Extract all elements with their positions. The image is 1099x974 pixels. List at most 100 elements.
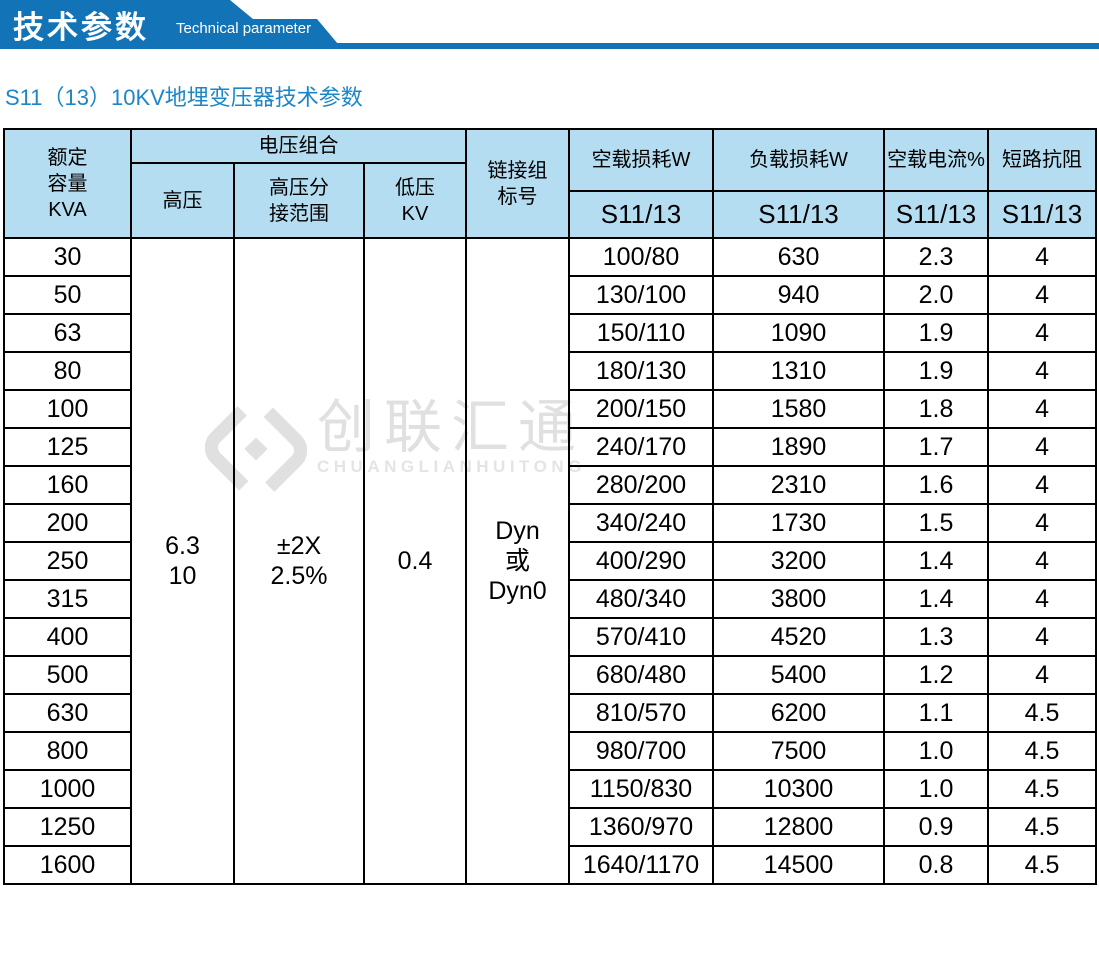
cell-kva: 630: [3, 693, 132, 733]
cell-noload-loss: 480/340: [568, 579, 715, 619]
cell-noload-current: 1.9: [883, 313, 990, 353]
cell-noload-current: 1.2: [883, 655, 990, 695]
cell-noload-current: 1.0: [883, 769, 990, 809]
cell-noload-loss: 180/130: [568, 351, 715, 391]
cell-kva: 160: [3, 465, 132, 505]
merged-vector-group: Dyn 或 Dyn0: [465, 237, 571, 885]
cell-load-loss: 630: [712, 237, 886, 277]
cell-noload-current: 1.0: [883, 731, 990, 771]
merged-hv: 6.3 10: [130, 237, 235, 885]
table-row: 160 280/200 2310 1.6 4: [3, 465, 1098, 505]
table-row: 63 150/110 1090 1.9 4: [3, 313, 1098, 353]
cell-kva: 80: [3, 351, 132, 391]
cell-noload-current: 1.9: [883, 351, 990, 391]
cell-noload-current: 2.0: [883, 275, 990, 315]
header-noload-current: 空载电流%: [883, 128, 990, 192]
table-body: 30 6.3 10 ±2X 2.5% 0.4 Dyn 或 Dyn0 100/80 630 2.…: [3, 237, 1098, 885]
cell-load-loss: 3200: [712, 541, 886, 581]
cell-impedance: 4: [987, 351, 1098, 391]
cell-noload-current: 1.4: [883, 579, 990, 619]
header-vector-group: 链接组 标号: [465, 128, 571, 239]
table-row: 100 200/150 1580 1.8 4: [3, 389, 1098, 429]
cell-noload-loss: 400/290: [568, 541, 715, 581]
cell-kva: 250: [3, 541, 132, 581]
header-hv: 高压: [130, 162, 235, 239]
cell-impedance: 4.5: [987, 807, 1098, 847]
cell-load-loss: 6200: [712, 693, 886, 733]
cell-load-loss: 2310: [712, 465, 886, 505]
cell-noload-current: 1.5: [883, 503, 990, 543]
cell-impedance: 4.5: [987, 769, 1098, 809]
cell-impedance: 4: [987, 427, 1098, 467]
cell-kva: 1250: [3, 807, 132, 847]
cell-load-loss: 1890: [712, 427, 886, 467]
banner-strip: [0, 43, 1099, 49]
cell-impedance: 4.5: [987, 731, 1098, 771]
cell-kva: 800: [3, 731, 132, 771]
table-row: 200 340/240 1730 1.5 4: [3, 503, 1098, 543]
cell-noload-loss: 100/80: [568, 237, 715, 277]
cell-impedance: 4: [987, 237, 1098, 277]
cell-noload-current: 2.3: [883, 237, 990, 277]
table-row: 80 180/130 1310 1.9 4: [3, 351, 1098, 391]
header-load-loss: 负载损耗W: [712, 128, 886, 192]
header-row-3: S11/13 S11/13 S11/13 S11/13: [4, 190, 1098, 239]
table-row: 1600 1640/1170 14500 0.8 4.5: [3, 845, 1098, 885]
cell-noload-current: 1.3: [883, 617, 990, 657]
cell-kva: 200: [3, 503, 132, 543]
cell-kva: 500: [3, 655, 132, 695]
page-title: S11（13）10KV地埋变压器技术参数: [5, 85, 363, 110]
cell-load-loss: 1730: [712, 503, 886, 543]
merged-lv: 0.4: [362, 237, 468, 885]
cell-load-loss: 3800: [712, 579, 886, 619]
cell-noload-current: 1.1: [883, 693, 990, 733]
cell-noload-loss: 340/240: [568, 503, 715, 543]
header-capacity: 额定 容量 KVA: [3, 128, 132, 239]
cell-kva: 400: [3, 617, 132, 657]
cell-kva: 1000: [3, 769, 132, 809]
cell-noload-loss: 1360/970: [568, 807, 715, 847]
table-row: 315 480/340 3800 1.4 4: [3, 579, 1098, 619]
cell-kva: 50: [3, 275, 132, 315]
cell-kva: 30: [3, 237, 132, 277]
cell-noload-loss: 200/150: [568, 389, 715, 429]
cell-noload-loss: 130/100: [568, 275, 715, 315]
cell-noload-current: 1.8: [883, 389, 990, 429]
cell-impedance: 4: [987, 503, 1098, 543]
table-row: 500 680/480 5400 1.2 4: [3, 655, 1098, 695]
header-series-impedance: S11/13: [987, 190, 1098, 239]
table-row: 125 240/170 1890 1.7 4: [3, 427, 1098, 467]
header-noload-loss: 空载损耗W: [568, 128, 715, 192]
cell-load-loss: 4520: [712, 617, 886, 657]
cell-noload-loss: 280/200: [568, 465, 715, 505]
table-row: 1250 1360/970 12800 0.9 4.5: [3, 807, 1098, 847]
cell-impedance: 4.5: [987, 693, 1098, 733]
cell-impedance: 4: [987, 465, 1098, 505]
merged-hv-tap: ±2X 2.5%: [233, 237, 365, 885]
banner: 技术参数 Technical parameter: [0, 0, 1099, 50]
cell-noload-loss: 1640/1170: [568, 845, 715, 885]
cell-noload-loss: 980/700: [568, 731, 715, 771]
cell-kva: 315: [3, 579, 132, 619]
table-row: 30 6.3 10 ±2X 2.5% 0.4 Dyn 或 Dyn0 100/80 630 2.…: [3, 237, 1098, 885]
cell-impedance: 4: [987, 617, 1098, 657]
cell-load-loss: 10300: [712, 769, 886, 809]
cell-noload-current: 1.7: [883, 427, 990, 467]
cell-noload-current: 1.4: [883, 541, 990, 581]
cell-kva: 125: [3, 427, 132, 467]
header-series-load-loss: S11/13: [712, 190, 886, 239]
header-hv-tap: 高压分 接范围: [233, 162, 365, 239]
cell-load-loss: 1580: [712, 389, 886, 429]
header-lv: 低压 KV: [362, 162, 468, 239]
cell-noload-current: 1.6: [883, 465, 990, 505]
cell-impedance: 4.5: [987, 845, 1098, 885]
spec-table: 额定 容量 KVA 电压组合 链接组 标号 空载损耗W 负载损耗W 空载电流% …: [3, 128, 1098, 885]
header-impedance: 短路抗阻: [987, 128, 1098, 192]
cell-load-loss: 1090: [712, 313, 886, 353]
cell-impedance: 4: [987, 275, 1098, 315]
header-row-1: 额定 容量 KVA 电压组合 链接组 标号 空载损耗W 负载损耗W 空载电流% …: [3, 128, 1098, 239]
cell-load-loss: 7500: [712, 731, 886, 771]
cell-impedance: 4: [987, 655, 1098, 695]
cell-kva: 63: [3, 313, 132, 353]
cell-noload-loss: 810/570: [568, 693, 715, 733]
